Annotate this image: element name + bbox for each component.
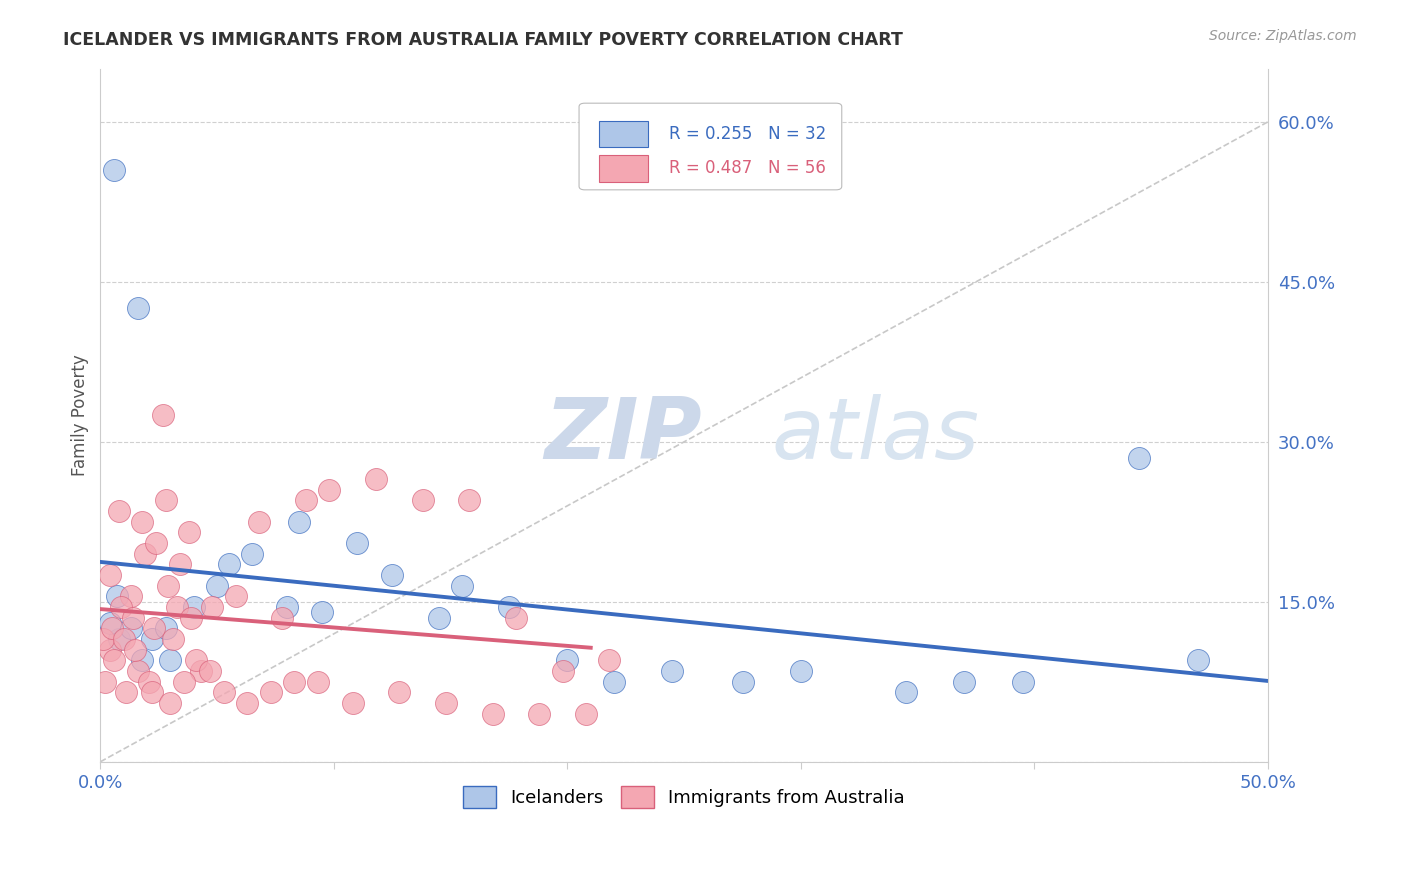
Point [225, 590, 247, 604]
Point [177, 525, 200, 540]
Point [551, 664, 574, 678]
Point [120, 622, 142, 636]
FancyBboxPatch shape [579, 103, 842, 190]
Point [110, 600, 132, 615]
Point [120, 590, 142, 604]
Text: R = 0.487   N = 56: R = 0.487 N = 56 [669, 160, 825, 178]
Point [790, 664, 813, 678]
Point [169, 558, 191, 572]
Point [162, 632, 184, 647]
Point [108, 632, 131, 647]
Point [529, 706, 551, 721]
Text: ZIP: ZIP [544, 394, 702, 477]
Point [134, 547, 156, 561]
Point [98, 616, 121, 631]
Text: atlas: atlas [772, 394, 980, 477]
Point [184, 653, 207, 667]
Point [318, 483, 340, 497]
Point [1128, 450, 1150, 465]
Point [240, 547, 263, 561]
Point [91, 632, 114, 647]
Point [166, 600, 188, 615]
Point [190, 664, 212, 678]
Point [180, 611, 202, 625]
Point [557, 653, 579, 667]
Point [152, 408, 174, 422]
Point [381, 568, 404, 582]
Point [260, 685, 283, 699]
Point [124, 642, 146, 657]
Point [103, 653, 125, 667]
Point [346, 536, 368, 550]
Point [98, 568, 121, 582]
Point [307, 674, 329, 689]
Point [283, 674, 305, 689]
Point [183, 600, 205, 615]
Point [458, 493, 481, 508]
Legend: Icelanders, Immigrants from Australia: Icelanders, Immigrants from Australia [456, 779, 912, 815]
Point [159, 653, 181, 667]
Point [388, 685, 411, 699]
Point [143, 622, 166, 636]
Text: ICELANDER VS IMMIGRANTS FROM AUSTRALIA FAMILY POVERTY CORRELATION CHART: ICELANDER VS IMMIGRANTS FROM AUSTRALIA F… [63, 31, 903, 49]
Point [276, 600, 298, 615]
Point [498, 600, 520, 615]
Point [155, 622, 177, 636]
Point [141, 685, 163, 699]
Point [145, 536, 167, 550]
Point [434, 696, 457, 710]
Point [101, 622, 124, 636]
Point [412, 493, 434, 508]
Point [159, 696, 181, 710]
Point [603, 674, 626, 689]
Point [598, 653, 620, 667]
Point [953, 674, 976, 689]
Point [505, 611, 527, 625]
Point [127, 301, 149, 316]
Bar [599, 120, 648, 147]
Point [212, 685, 235, 699]
Y-axis label: Family Poverty: Family Poverty [72, 354, 89, 476]
Point [451, 579, 474, 593]
Point [198, 664, 221, 678]
Point [157, 579, 180, 593]
Bar [599, 155, 648, 181]
Point [155, 493, 177, 508]
Point [271, 611, 294, 625]
Point [131, 653, 153, 667]
Point [661, 664, 683, 678]
Point [364, 472, 387, 486]
Point [141, 632, 163, 647]
Point [218, 558, 240, 572]
Point [342, 696, 364, 710]
Point [127, 664, 149, 678]
Point [105, 590, 128, 604]
Point [427, 611, 450, 625]
Point [288, 515, 311, 529]
Point [103, 162, 125, 177]
Point [1011, 674, 1033, 689]
Point [98, 642, 121, 657]
Point [236, 696, 259, 710]
Point [247, 515, 270, 529]
Point [894, 685, 917, 699]
Point [115, 685, 138, 699]
Point [131, 515, 153, 529]
Point [481, 706, 503, 721]
Point [201, 600, 224, 615]
Point [311, 606, 333, 620]
Point [575, 706, 598, 721]
Point [122, 611, 145, 625]
Point [1187, 653, 1209, 667]
Point [108, 504, 131, 518]
Point [173, 674, 195, 689]
Text: R = 0.255   N = 32: R = 0.255 N = 32 [669, 125, 827, 143]
Point [205, 579, 228, 593]
Point [295, 493, 318, 508]
Point [138, 674, 160, 689]
Point [94, 674, 117, 689]
Point [112, 632, 135, 647]
Text: Source: ZipAtlas.com: Source: ZipAtlas.com [1209, 29, 1357, 43]
Point [731, 674, 754, 689]
